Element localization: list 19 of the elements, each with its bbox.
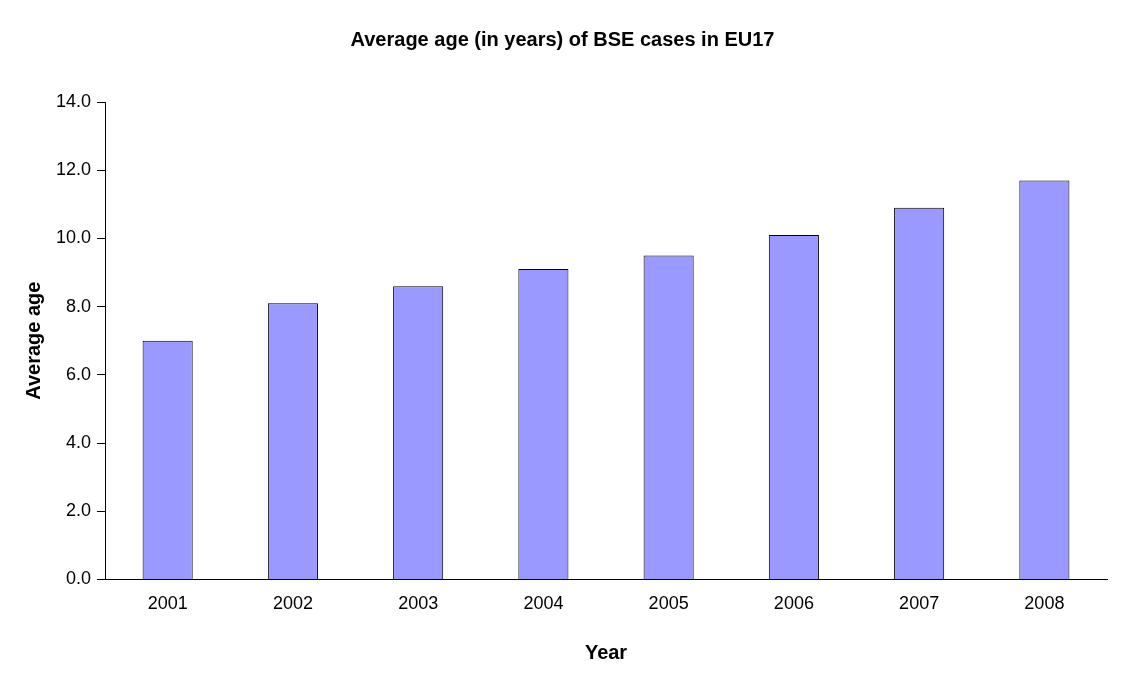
y-tick-label: 14.0 — [55, 90, 92, 111]
y-axis-title: Average age — [21, 281, 44, 400]
y-tick-label: 8.0 — [66, 295, 92, 316]
y-tick-label: 12.0 — [55, 159, 92, 180]
x-tick-label: 2002 — [272, 593, 313, 614]
x-tick-label: 2004 — [523, 593, 564, 614]
x-tick-label: 2003 — [398, 593, 439, 614]
x-tick-label: 2006 — [773, 593, 814, 614]
y-tick-label: 0.0 — [66, 568, 92, 589]
y-tick-label: 4.0 — [66, 431, 92, 452]
y-tick-label: 10.0 — [55, 227, 92, 248]
x-tick-label: 2001 — [147, 593, 188, 614]
x-tick-label: 2005 — [648, 593, 689, 614]
x-tick-label: 2008 — [1024, 593, 1065, 614]
x-axis-title: Year — [584, 640, 628, 663]
y-tick-label: 6.0 — [66, 363, 92, 384]
chart-title: Average age (in years) of BSE cases in EU17 — [350, 27, 775, 50]
x-tick-label: 2007 — [899, 593, 940, 614]
y-tick-label: 2.0 — [66, 500, 92, 521]
